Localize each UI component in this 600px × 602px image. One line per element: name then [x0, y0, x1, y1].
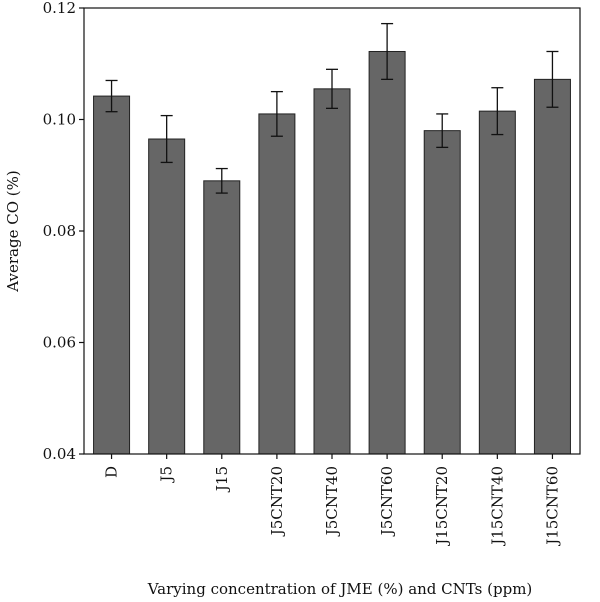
x-tick-label: J15 — [213, 466, 231, 493]
error-bar-J15CNT60 — [546, 50, 559, 108]
x-tick-label: J5CNT60 — [378, 466, 396, 537]
error-bar-J5CNT60 — [381, 22, 394, 81]
y-tick-label: 0.12 — [43, 0, 76, 17]
x-tick-label: J15CNT20 — [433, 466, 451, 547]
bar-J5CNT60 — [368, 50, 406, 455]
bar-J5CNT20 — [258, 113, 296, 455]
x-axis: D J5 J15 J5CNT20 J5CNT40 J5CNT60 J15CNT20 J15CN… — [103, 454, 561, 547]
x-tick-label: J5CNT40 — [323, 466, 341, 537]
error-bar-J5CNT40 — [326, 68, 338, 109]
error-bar-J5 — [160, 114, 173, 164]
error-bar-J5CNT20 — [270, 90, 283, 137]
bar-J5CNT40 — [313, 88, 351, 455]
bar-J5 — [148, 138, 186, 455]
bars-layer — [93, 50, 571, 455]
y-tick-label: 0.04 — [43, 445, 76, 463]
error-bar-D — [105, 79, 118, 113]
y-tick-label: 0.06 — [43, 334, 76, 352]
y-axis-title: Average CO (%) — [4, 170, 22, 292]
bar-J15CNT60 — [533, 78, 571, 455]
x-tick-label: J15CNT60 — [543, 466, 561, 547]
x-tick-label: J5CNT20 — [268, 466, 286, 537]
error-bar-J15 — [215, 167, 228, 194]
error-bar-J15CNT20 — [436, 113, 449, 149]
y-tick-label: 0.10 — [43, 111, 76, 129]
x-tick-label: J15CNT40 — [488, 466, 506, 547]
x-axis-title: Varying concentration of JME (%) and CNT… — [147, 580, 533, 598]
bar-J15CNT40 — [478, 110, 516, 455]
bar-J15 — [203, 180, 241, 455]
x-tick-label: D — [103, 466, 121, 478]
bar-J15CNT20 — [423, 130, 461, 455]
y-tick-label: 0.08 — [43, 222, 76, 240]
error-bar-J15CNT40 — [491, 87, 504, 136]
x-tick-label: J5 — [158, 466, 176, 484]
y-axis: 0.04 0.06 0.08 0.10 0.12 — [43, 0, 84, 463]
error-bars-layer — [105, 22, 559, 194]
bar-D — [93, 95, 131, 455]
